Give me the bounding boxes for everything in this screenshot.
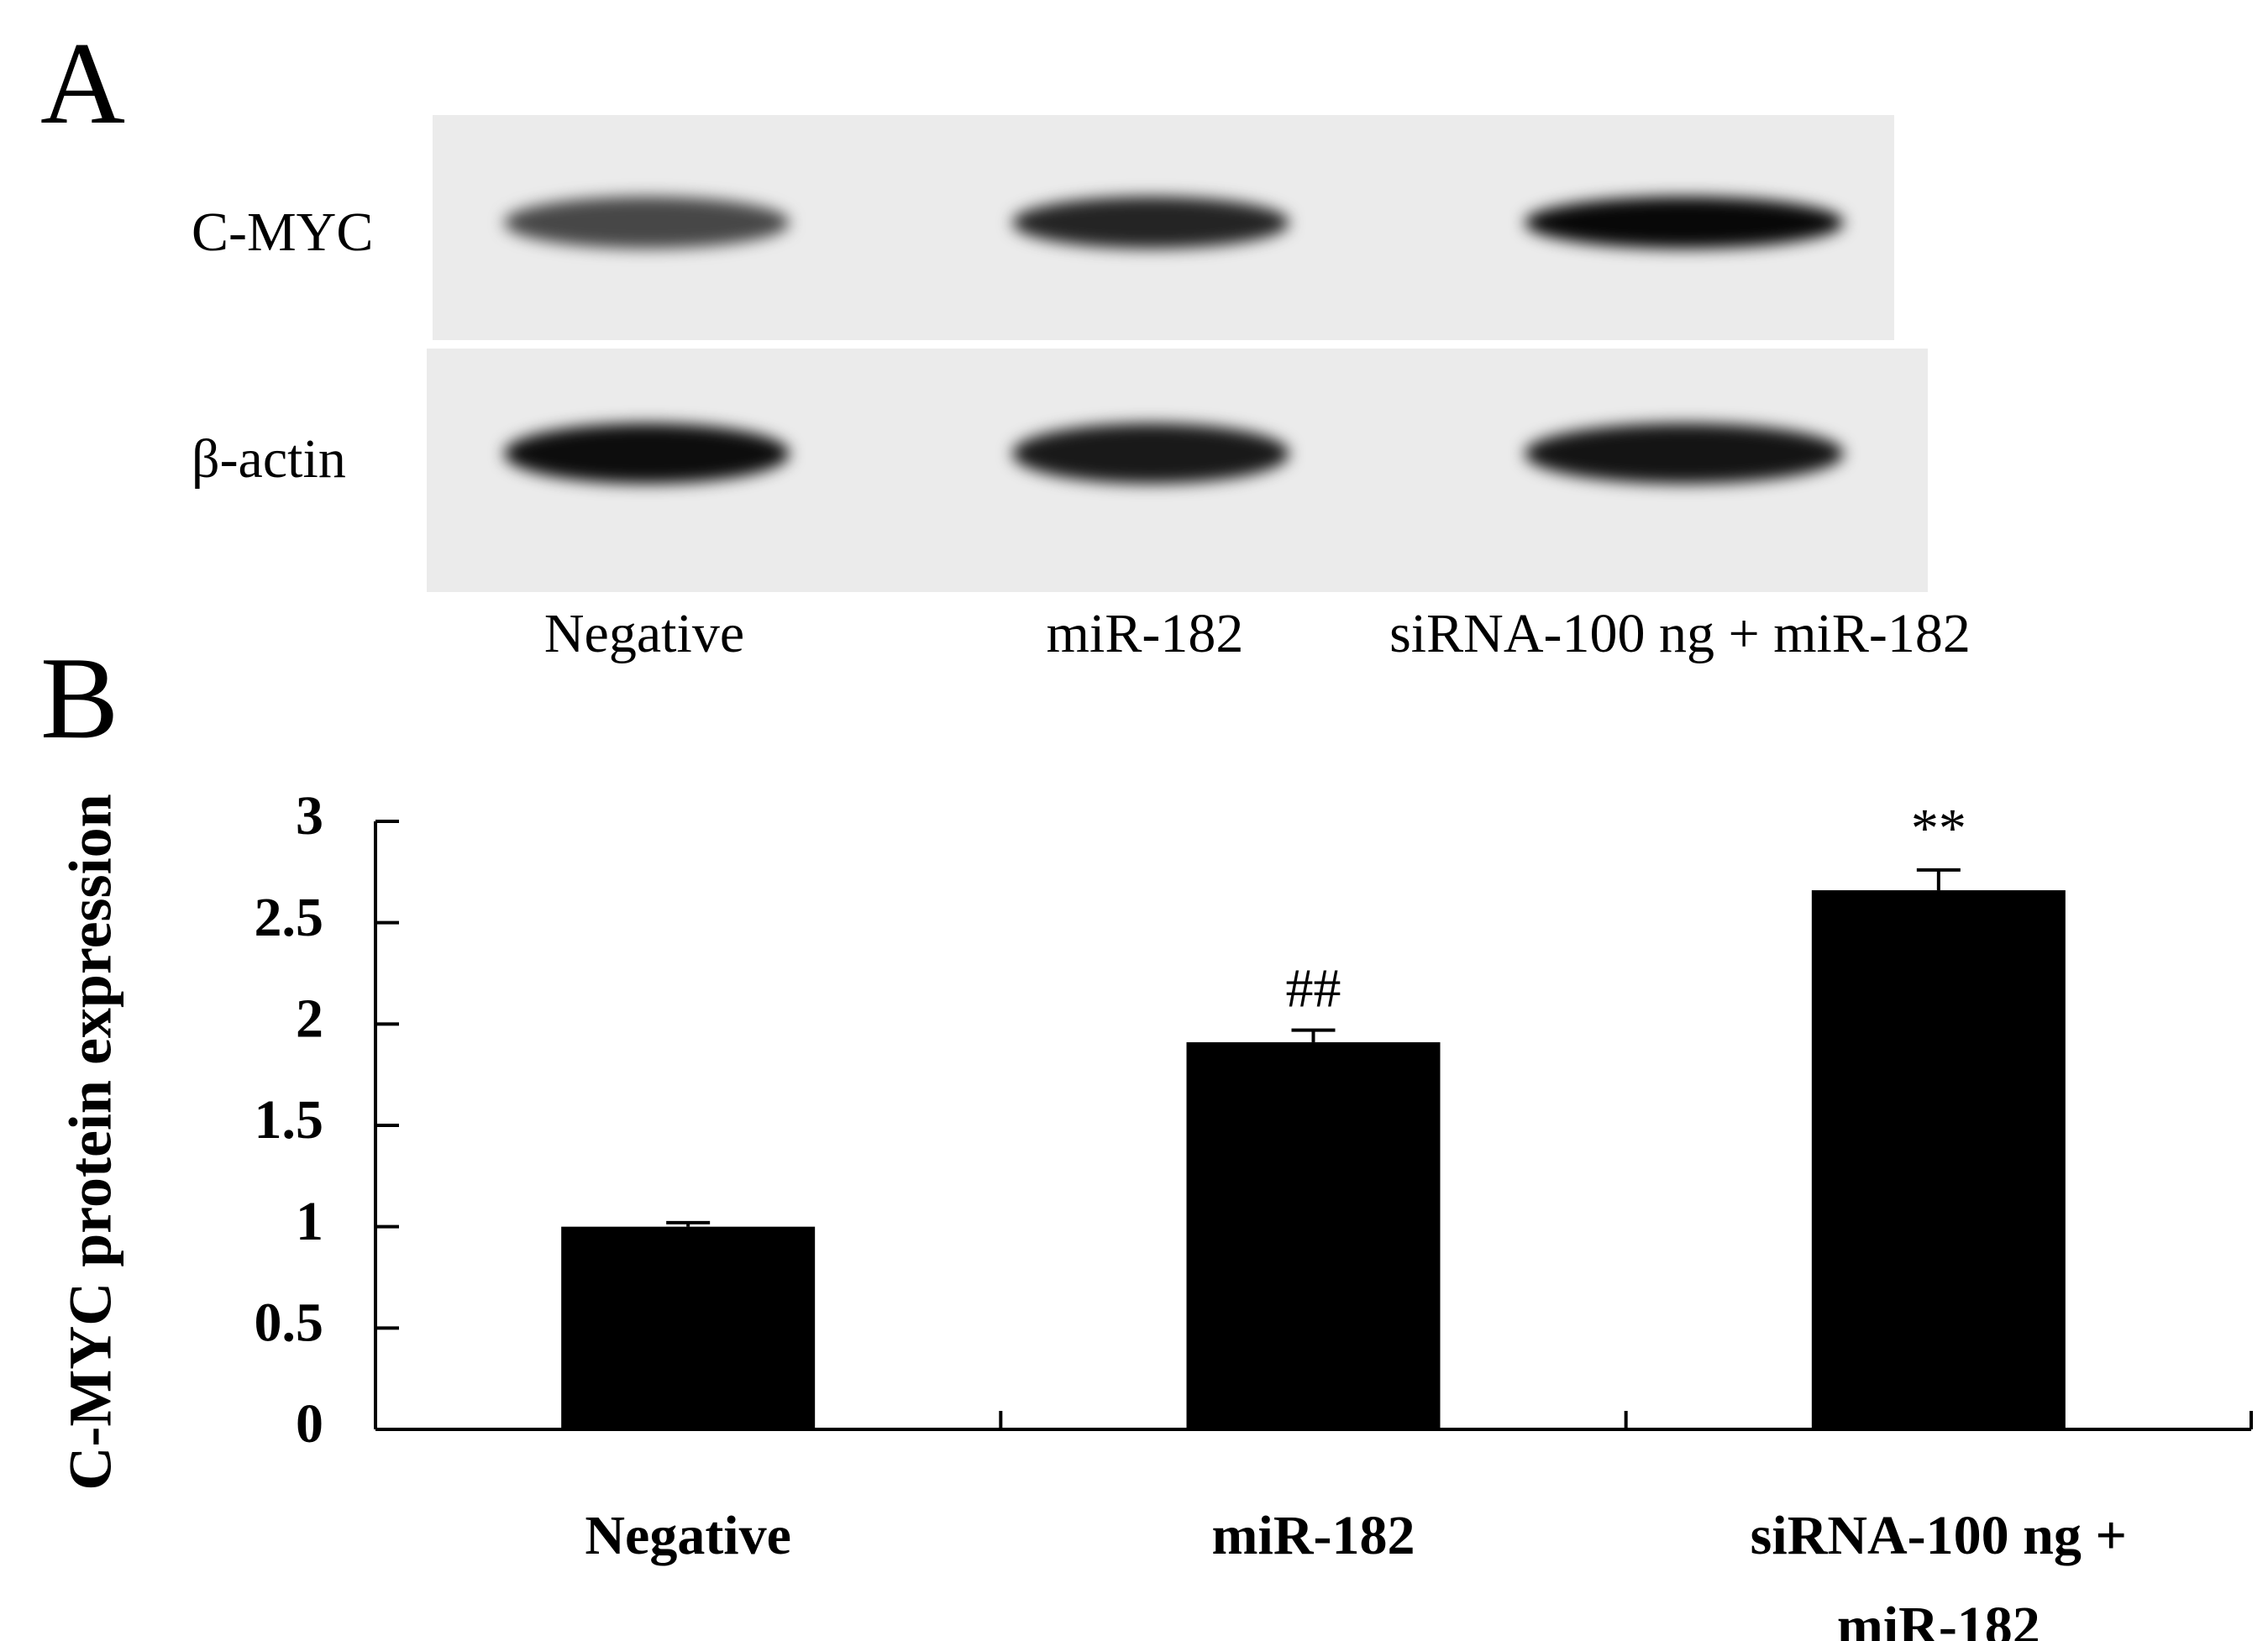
y-tick-label: 0 [296,1393,323,1455]
x-tick-label: miR-182 [1212,1505,1415,1566]
blot-lane-label: siRNA-100 ng + miR-182 [1389,603,1971,664]
y-tick-label: 2 [296,988,323,1049]
blot-band [1012,197,1289,249]
panel-a-label: A [40,18,126,149]
x-tick-label: siRNA-100 ng + [1751,1505,2127,1566]
panel-b-label: B [40,633,119,763]
blot-row-label-c-myc: C-MYC [192,202,374,263]
y-tick-label: 1.5 [255,1089,324,1151]
y-tick-label: 1 [296,1191,323,1252]
y-tick-label: 2.5 [255,887,324,948]
blot-band [1525,197,1844,249]
y-tick-label: 3 [296,785,323,847]
x-tick-label: miR-182 [1837,1596,2040,1641]
significance-label: ## [1286,958,1341,1020]
bar [1811,890,2066,1429]
blot-lane-label: Negative [543,603,745,664]
blot-band [1012,423,1289,484]
y-tick-label: 0.5 [255,1292,324,1353]
significance-label: ** [1911,798,1966,859]
blot-band [504,197,790,249]
bar [1186,1042,1441,1429]
blot-band [1525,423,1844,484]
bar [561,1226,816,1429]
blot-band [504,423,790,484]
blot-row-label-beta-actin: β-actin [192,428,346,490]
y-axis-label: C-MYC protein expression [57,794,124,1490]
x-tick-label: Negative [585,1505,791,1566]
blot-lane-label: miR-182 [1046,603,1244,664]
